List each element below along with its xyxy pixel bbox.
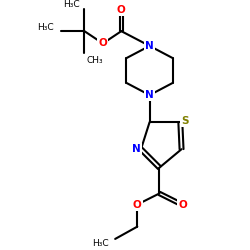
Text: O: O — [117, 5, 126, 15]
Text: N: N — [132, 144, 141, 154]
Text: CH₃: CH₃ — [86, 56, 103, 65]
Text: O: O — [178, 200, 187, 209]
Text: O: O — [133, 200, 142, 209]
Text: S: S — [181, 116, 188, 126]
Text: N: N — [145, 90, 154, 100]
Text: H₃C: H₃C — [37, 23, 54, 32]
Text: O: O — [98, 38, 107, 48]
Text: H₃C: H₃C — [63, 0, 80, 9]
Text: N: N — [145, 41, 154, 51]
Text: H₃C: H₃C — [92, 239, 109, 248]
